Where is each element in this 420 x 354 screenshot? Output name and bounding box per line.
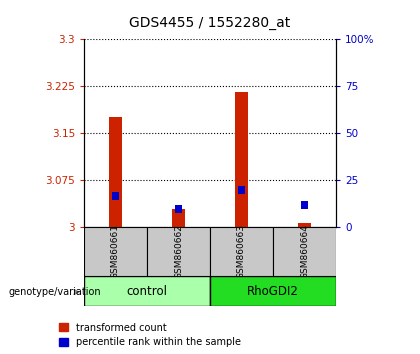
Text: GSM860663: GSM860663 (237, 224, 246, 279)
Bar (273, 227, 336, 276)
Text: RhoGDI2: RhoGDI2 (247, 285, 299, 298)
Bar (234, 92, 249, 227)
Bar (238, 186, 245, 194)
Text: GSM860662: GSM860662 (174, 224, 183, 279)
Bar (210, 227, 273, 276)
Bar (84, 227, 147, 276)
Bar (301, 201, 308, 210)
Bar (84, 276, 210, 306)
Bar (172, 209, 186, 227)
Text: control: control (126, 285, 168, 298)
Text: GSM860664: GSM860664 (300, 224, 309, 279)
Bar (147, 227, 210, 276)
Text: genotype/variation: genotype/variation (8, 287, 101, 297)
Bar (210, 276, 336, 306)
Bar (175, 205, 182, 213)
Text: GDS4455 / 1552280_at: GDS4455 / 1552280_at (129, 16, 291, 30)
Text: GSM860661: GSM860661 (111, 224, 120, 279)
Legend: transformed count, percentile rank within the sample: transformed count, percentile rank withi… (60, 322, 241, 347)
Bar (297, 223, 312, 227)
Bar (108, 117, 123, 227)
Bar (112, 192, 119, 200)
